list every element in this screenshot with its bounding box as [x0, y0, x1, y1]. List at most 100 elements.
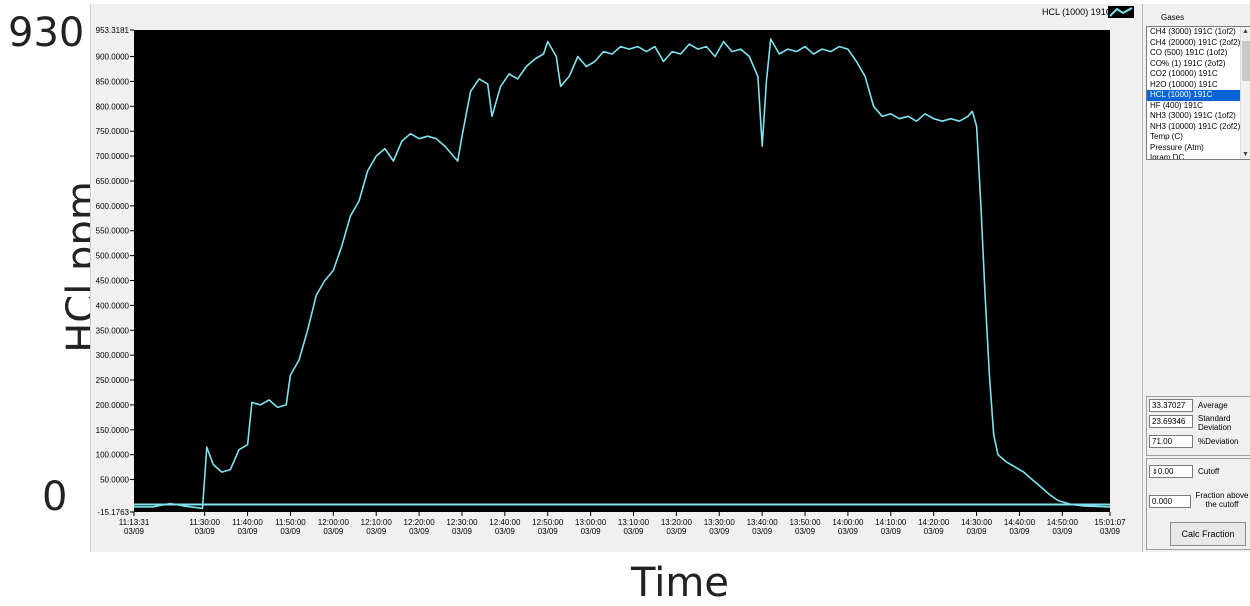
- x-tick-label: 12:10:00: [361, 518, 393, 527]
- x-tick-label: 11:13:31: [119, 518, 150, 527]
- gas-list-item[interactable]: CH4 (20000) 191C (2of2): [1150, 37, 1241, 47]
- fraction-field[interactable]: 0.000: [1149, 495, 1191, 508]
- x-tick-date: 03/09: [366, 527, 387, 536]
- x-tick-date: 03/09: [1009, 527, 1030, 536]
- y-tick-label: 500.0000: [96, 252, 130, 261]
- x-tick-label: 11:40:00: [232, 518, 263, 527]
- y-tick-label: -15.1763: [97, 508, 129, 517]
- x-tick-date: 03/09: [752, 527, 773, 536]
- cutoff-field[interactable]: ⇕0.00: [1149, 465, 1193, 478]
- x-tick-date: 03/09: [238, 527, 259, 536]
- y-tick-label: 450.0000: [96, 276, 130, 285]
- gas-list-item[interactable]: HF (400) 191C: [1150, 100, 1203, 110]
- x-tick-date: 03/09: [409, 527, 430, 536]
- gas-list-item[interactable]: CO2 (10000) 191C: [1150, 69, 1218, 78]
- x-tick-date: 03/09: [581, 527, 602, 536]
- x-tick-date: 03/09: [495, 527, 516, 536]
- x-tick-label: 13:40:00: [747, 518, 779, 527]
- y-tick-label: 350.0000: [96, 326, 130, 335]
- chart-svg: 953.3181 900.0000 850.0000 800.0000 750.0000…: [96, 26, 1126, 536]
- gas-list-item[interactable]: NH3 (3000) 191C (1of2): [1150, 111, 1236, 120]
- x-axis-title: Time: [631, 560, 729, 606]
- y-tick-label: 900.0000: [96, 53, 130, 62]
- gas-list-item[interactable]: CO% (1) 191C (2of2): [1150, 58, 1226, 68]
- gas-list-item[interactable]: CH4 (3000) 191C (1of2): [1150, 27, 1236, 36]
- x-tick-date: 03/09: [195, 527, 216, 536]
- x-tick-date: 03/09: [1100, 527, 1121, 536]
- cutoff-group: ⇕0.00 Cutoff 0.000 Fraction above the cu…: [1146, 458, 1250, 550]
- x-tick-date: 03/09: [838, 527, 859, 536]
- x-tick-date: 03/09: [795, 527, 816, 536]
- cutoff-label: Cutoff: [1198, 467, 1220, 476]
- x-tick-label: 14:30:00: [961, 518, 993, 527]
- y-tick-label: 953.3181: [96, 26, 130, 35]
- cutoff-value: 0.00: [1157, 467, 1174, 476]
- y-tick-label: 650.0000: [96, 177, 130, 186]
- spinner-icon[interactable]: ⇕: [1152, 469, 1158, 476]
- chart-panel: 953.3181 900.0000 850.0000 800.0000 750.0000…: [90, 4, 1250, 552]
- scroll-up-icon[interactable]: ▲: [1242, 28, 1249, 35]
- gases-label: Gases: [1161, 13, 1185, 22]
- stddev-field[interactable]: 23.69346: [1149, 415, 1193, 428]
- y-tick-label: 750.0000: [96, 127, 130, 136]
- x-tick-date: 03/09: [323, 527, 344, 536]
- x-tick-label: 13:50:00: [789, 518, 821, 527]
- y-tick-label: 250.0000: [96, 376, 130, 385]
- legend: HCL (1000) 191C: [1036, 4, 1142, 20]
- stats-group: 33.37027 Average 23.69346 Standard Devia…: [1146, 396, 1250, 456]
- top-value-annotation: 930: [8, 10, 85, 56]
- gas-list-item[interactable]: Igram DC: [1150, 153, 1185, 160]
- x-tick-date: 03/09: [280, 527, 301, 536]
- y-tick-label: 300.0000: [96, 351, 130, 360]
- y-tick-label: 200.0000: [96, 401, 130, 410]
- gas-list-item[interactable]: H2O (10000) 191C: [1150, 79, 1218, 89]
- x-tick-label: 14:20:00: [918, 518, 950, 527]
- scroll-thumb[interactable]: [1242, 41, 1250, 81]
- x-tick-label: 12:30:00: [446, 518, 478, 527]
- x-tick-label: 12:50:00: [532, 518, 564, 527]
- plot-area: [134, 30, 1110, 512]
- x-tick-label: 13:30:00: [704, 518, 736, 527]
- x-tick-label: 11:30:00: [189, 518, 220, 527]
- x-tick-label: 13:20:00: [661, 518, 693, 527]
- gas-list[interactable]: CH4 (3000) 191C (1of2) CH4 (20000) 191C (…: [1146, 26, 1250, 160]
- gas-list-item[interactable]: HCL (1000) 191C: [1147, 90, 1250, 101]
- y-tick-label: 850.0000: [96, 77, 130, 86]
- x-tick-date: 03/09: [452, 527, 473, 536]
- gas-list-item[interactable]: NH3 (10000) 191C (2of2): [1150, 121, 1241, 131]
- x-tick-label: 11:50:00: [275, 518, 306, 527]
- scroll-down-icon[interactable]: ▼: [1242, 151, 1249, 158]
- x-tick-date: 03/09: [666, 527, 687, 536]
- gas-list-scrollbar[interactable]: ▲ ▼: [1240, 27, 1250, 159]
- series-line: [134, 38, 1111, 510]
- gas-list-item[interactable]: CO (500) 191C (1of2): [1150, 48, 1228, 57]
- x-tick-label: 13:10:00: [618, 518, 650, 527]
- average-label: Average: [1198, 401, 1228, 410]
- y-tick-label: 800.0000: [96, 102, 130, 111]
- gas-list-items: CH4 (3000) 191C (1of2) CH4 (20000) 191C (…: [1147, 27, 1250, 160]
- x-tick-date: 03/09: [124, 527, 145, 536]
- x-tick-label: 14:00:00: [832, 518, 864, 527]
- legend-label: HCL (1000) 191C: [1042, 7, 1113, 17]
- x-tick-label: 15:01:07: [1094, 518, 1126, 527]
- x-tick-date: 03/09: [967, 527, 988, 536]
- average-field[interactable]: 33.37027: [1149, 399, 1193, 412]
- pctdev-field[interactable]: 71.00: [1149, 435, 1193, 448]
- x-tick-label: 12:40:00: [489, 518, 521, 527]
- gas-list-item[interactable]: Temp (C): [1150, 132, 1183, 141]
- bottom-value-annotation: 0: [42, 474, 68, 520]
- x-tick-label: 12:20:00: [404, 518, 436, 527]
- x-tick-label: 14:10:00: [875, 518, 907, 527]
- calc-fraction-button[interactable]: Calc Fraction: [1170, 522, 1246, 546]
- x-tick-date: 03/09: [924, 527, 945, 536]
- legend-swatch: [1108, 6, 1134, 18]
- y-tick-label: 400.0000: [96, 301, 130, 310]
- y-tick-label: 550.0000: [96, 227, 130, 236]
- x-tick-label: 13:00:00: [575, 518, 607, 527]
- y-tick-label: 150.0000: [96, 426, 130, 435]
- x-tick-label: 14:50:00: [1047, 518, 1079, 527]
- gas-list-item[interactable]: Pressure (Atm): [1150, 142, 1204, 152]
- fraction-label: Fraction above the cutoff: [1195, 491, 1249, 509]
- x-tick-label: 14:40:00: [1004, 518, 1036, 527]
- x-tick-date: 03/09: [623, 527, 644, 536]
